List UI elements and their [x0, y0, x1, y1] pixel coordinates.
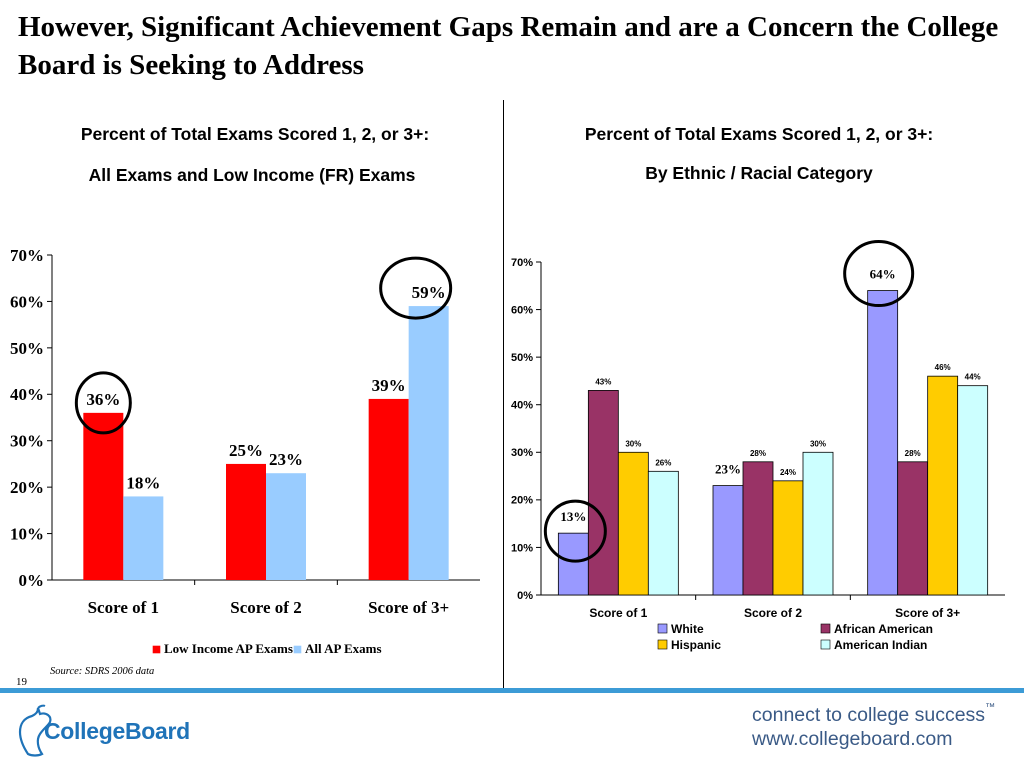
- trademark-mark: ™: [985, 702, 996, 713]
- x-category-label: Score of 3+: [368, 598, 449, 617]
- highlight-circle: [379, 256, 453, 320]
- data-label: 44%: [965, 373, 981, 382]
- legend-swatch: [152, 645, 161, 654]
- data-label: 28%: [750, 449, 766, 458]
- data-label: 23%: [715, 462, 741, 477]
- bar-hispanic: [927, 375, 959, 596]
- bar-american-indian: [957, 385, 989, 596]
- y-tick-label: 20%: [10, 478, 44, 497]
- x-category-label: Score of 3+: [895, 606, 960, 620]
- bar-all-ap-exams: [123, 496, 164, 580]
- y-tick-label: 60%: [511, 304, 533, 316]
- legend-swatch: [657, 623, 668, 634]
- y-tick-label: 60%: [10, 292, 44, 311]
- data-label: 43%: [595, 377, 611, 386]
- bar-all-ap-exams: [266, 473, 306, 580]
- bar-african-american: [587, 390, 619, 596]
- y-tick-label: 40%: [10, 385, 44, 404]
- left-chart-subtitle: All Exams and Low Income (FR) Exams: [88, 165, 416, 185]
- data-label: 30%: [810, 439, 826, 448]
- data-label: 26%: [655, 458, 671, 467]
- highlight-circle: [74, 371, 132, 435]
- y-tick-label: 70%: [511, 257, 533, 269]
- left-chart-title: Percent of Total Exams Scored 1, 2, or 3…: [80, 124, 430, 144]
- tagline-text: connect to college success: [752, 704, 986, 726]
- bar-low-income-ap-exams: [368, 398, 409, 580]
- data-label: 18%: [126, 473, 160, 492]
- data-label: 25%: [229, 441, 263, 460]
- legend-swatch: [293, 645, 302, 654]
- bar-low-income-ap-exams: [226, 463, 266, 580]
- bar-low-income-ap-exams: [83, 412, 124, 580]
- bar-hispanic: [772, 480, 804, 596]
- ethnic-bar-chart: 0% 10% 20% 30% 40% 50% 60% 70% Score of 1 13% 43% 3…: [511, 240, 1005, 652]
- data-label: 13%: [560, 509, 586, 524]
- low-income-bar-chart: 0% 10% 20% 30% 40% 50% 60% 70% Score of 1 36% 18% S…: [10, 246, 480, 656]
- y-tick-label: 70%: [10, 246, 44, 265]
- bar-african-american: [897, 461, 929, 596]
- data-label: 46%: [935, 363, 951, 372]
- y-tick-label: 20%: [511, 495, 533, 507]
- data-label: 24%: [780, 468, 796, 477]
- bar-american-indian: [647, 470, 679, 596]
- slide-title: However, Significant Achievement Gaps Re…: [18, 11, 999, 81]
- data-label: 30%: [625, 439, 641, 448]
- page-number: 19: [16, 676, 27, 688]
- right-chart-subtitle: By Ethnic / Racial Category: [645, 163, 873, 183]
- website-link[interactable]: www.collegeboard.com: [752, 728, 953, 750]
- right-chart-title: Percent of Total Exams Scored 1, 2, or 3…: [584, 124, 934, 144]
- source-note: Source: SDRS 2006 data: [50, 666, 155, 677]
- legend-swatch: [657, 639, 668, 650]
- y-tick-label: 0%: [19, 571, 45, 590]
- bar-american-indian: [802, 451, 834, 596]
- x-category-label: Score of 2: [744, 606, 802, 620]
- y-tick-label: 10%: [511, 542, 533, 554]
- legend-label: White: [671, 622, 704, 636]
- legend-label: African American: [834, 622, 933, 636]
- data-label: 39%: [372, 376, 406, 395]
- bar-white: [712, 485, 744, 596]
- legend-swatch: [820, 639, 831, 650]
- data-label: 23%: [269, 450, 303, 469]
- x-category-label: Score of 1: [88, 598, 159, 617]
- panel-divider: [503, 100, 504, 690]
- y-tick-label: 50%: [511, 352, 533, 364]
- legend-swatch: [820, 623, 831, 634]
- y-tick-label: 10%: [10, 525, 44, 544]
- footer-accent-bar: [0, 688, 1024, 693]
- legend-label: Hispanic: [671, 638, 721, 652]
- bar-white: [867, 290, 899, 596]
- bar-hispanic: [617, 451, 649, 596]
- legend-label: American Indian: [834, 638, 927, 652]
- collegeboard-logo[interactable]: CollegeBoard: [16, 704, 216, 760]
- bar-white: [557, 532, 589, 596]
- y-tick-label: 50%: [10, 339, 44, 358]
- y-tick-label: 30%: [511, 447, 533, 459]
- acorn-logo-icon: [18, 704, 52, 757]
- bar-all-ap-exams: [408, 306, 449, 580]
- logo-wordmark: CollegeBoard: [44, 718, 190, 744]
- x-category-label: Score of 2: [230, 598, 301, 617]
- legend-label: Low Income AP Exams: [164, 641, 293, 656]
- legend-label: All AP Exams: [305, 641, 382, 656]
- data-label: 28%: [905, 449, 921, 458]
- data-label: 64%: [870, 267, 896, 282]
- y-tick-label: 0%: [517, 590, 533, 602]
- highlight-circle: [543, 499, 607, 563]
- data-label: 36%: [86, 390, 120, 409]
- y-tick-label: 30%: [10, 432, 44, 451]
- tagline: connect to college success™: [752, 702, 996, 727]
- y-tick-label: 40%: [511, 400, 533, 412]
- bar-african-american: [742, 461, 774, 596]
- data-label: 59%: [412, 283, 446, 302]
- x-category-label: Score of 1: [589, 606, 647, 620]
- highlight-circle: [843, 240, 915, 308]
